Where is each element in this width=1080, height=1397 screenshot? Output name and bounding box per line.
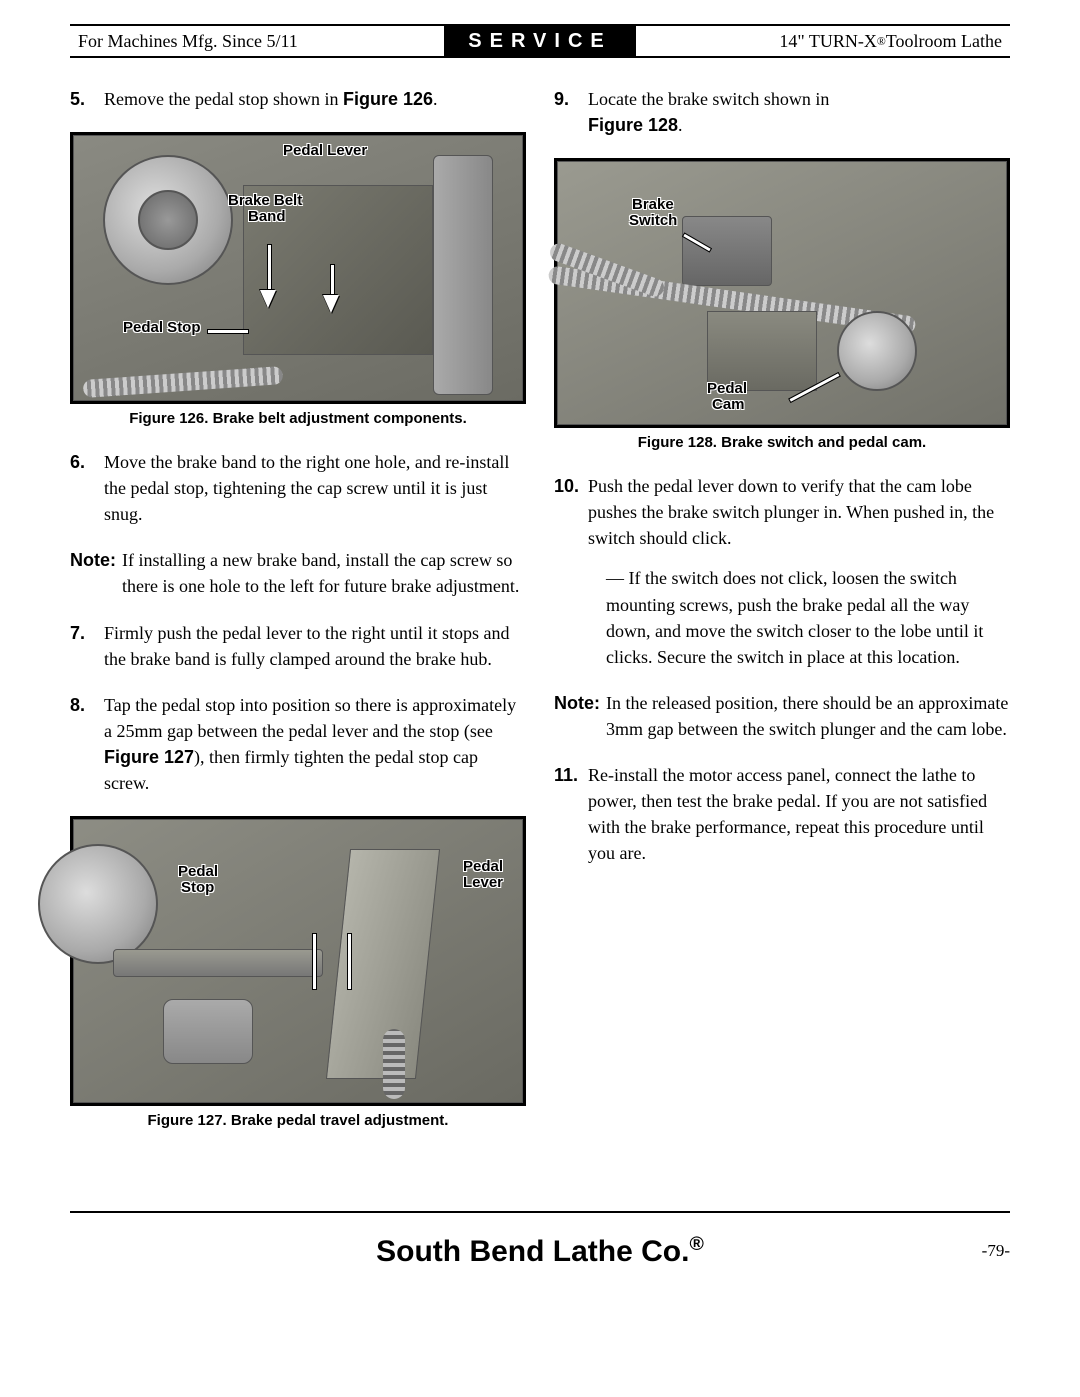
figure-127-caption: Figure 127. Brake pedal travel adjustmen…	[70, 1112, 526, 1129]
footer-page-number: -79-	[982, 1241, 1010, 1261]
note-label: Note:	[554, 690, 600, 742]
header-left: For Machines Mfg. Since 5/11	[70, 26, 444, 56]
step-7: 7. Firmly push the pedal lever to the ri…	[70, 620, 526, 672]
step-10: 10. Push the pedal lever down to verify …	[554, 473, 1010, 670]
step-8: 8. Tap the pedal stop into position so t…	[70, 692, 526, 796]
figure-126-caption: Figure 126. Brake belt adjustment compon…	[70, 410, 526, 427]
note-body: If installing a new brake band, install …	[122, 547, 526, 599]
header-section-title: SERVICE	[444, 26, 635, 56]
right-column: 9. Locate the brake switch shown in Figu…	[554, 86, 1010, 1151]
step-body: Move the brake band to the right one hol…	[104, 449, 526, 527]
header-right-suffix: Toolroom Lathe	[886, 31, 1002, 52]
footer-brand: South Bend Lathe Co.®	[376, 1233, 704, 1269]
step-number: 8.	[70, 692, 104, 796]
header-right: 14" TURN-X® Toolroom Lathe	[636, 26, 1010, 56]
note-1: Note: If installing a new brake band, in…	[70, 547, 526, 599]
step-body: Locate the brake switch shown in Figure …	[588, 86, 1010, 138]
figure-126: Pedal Lever Brake Belt Band Pedal Stop	[70, 132, 526, 404]
step-body: Push the pedal lever down to verify that…	[588, 473, 1010, 670]
step-number: 7.	[70, 620, 104, 672]
step-number: 6.	[70, 449, 104, 527]
note-body: In the released position, there should b…	[606, 690, 1010, 742]
page-footer: South Bend Lathe Co.® -79-	[70, 1211, 1010, 1269]
step-11: 11. Re-install the motor access panel, c…	[554, 762, 1010, 866]
left-column: 5. Remove the pedal stop shown in Figure…	[70, 86, 526, 1151]
step10-sub: — If the switch does not click, loosen t…	[606, 565, 1010, 669]
figure-127: Pedal Stop Pedal Lever	[70, 816, 526, 1106]
note-2: Note: In the released position, there sh…	[554, 690, 1010, 742]
step-6: 6. Move the brake band to the right one …	[70, 449, 526, 527]
step-body: Tap the pedal stop into position so ther…	[104, 692, 526, 796]
fig127-label-pedal-stop-l2: Stop	[181, 880, 214, 897]
step10-text: Push the pedal lever down to verify that…	[588, 476, 994, 548]
step-9: 9. Locate the brake switch shown in Figu…	[554, 86, 1010, 138]
step-number: 9.	[554, 86, 588, 138]
step-body: Remove the pedal stop shown in Figure 12…	[104, 86, 526, 112]
step-body: Firmly push the pedal lever to the right…	[104, 620, 526, 672]
step-body: Re-install the motor access panel, conne…	[588, 762, 1010, 866]
registered-mark: ®	[877, 35, 886, 48]
step-number: 10.	[554, 473, 588, 670]
figure-128: Brake Switch Pedal Cam	[554, 158, 1010, 428]
step8-text-before: Tap the pedal stop into position so ther…	[104, 695, 516, 741]
step9-figref: Figure 128	[588, 115, 678, 135]
note-label: Note:	[70, 547, 116, 599]
step9-text-after: .	[678, 115, 683, 135]
step-number: 5.	[70, 86, 104, 112]
content-columns: 5. Remove the pedal stop shown in Figure…	[70, 86, 1010, 1151]
header-right-prefix: 14" TURN-X	[779, 31, 877, 52]
fig128-label-brake-switch-l2: Switch	[629, 213, 677, 230]
page-header: For Machines Mfg. Since 5/11 SERVICE 14"…	[70, 24, 1010, 58]
step5-text-after: .	[433, 89, 438, 109]
fig126-label-pedal-stop: Pedal Stop	[123, 320, 201, 337]
step9-text-before: Locate the brake switch shown in	[588, 89, 829, 109]
footer-brand-text: South Bend Lathe Co.	[376, 1235, 689, 1268]
fig126-label-pedal-lever: Pedal Lever	[283, 143, 367, 160]
fig126-label-brake-belt-l2: Band	[248, 209, 286, 226]
fig127-label-pedal-lever-l2: Lever	[463, 875, 503, 892]
step-5: 5. Remove the pedal stop shown in Figure…	[70, 86, 526, 112]
figure-128-caption: Figure 128. Brake switch and pedal cam.	[554, 434, 1010, 451]
fig128-label-pedal-cam-l2: Cam	[712, 397, 745, 414]
step5-text-before: Remove the pedal stop shown in	[104, 89, 343, 109]
step5-figref: Figure 126	[343, 89, 433, 109]
step8-figref: Figure 127	[104, 747, 194, 767]
registered-mark: ®	[689, 1233, 703, 1255]
step-number: 11.	[554, 762, 588, 866]
